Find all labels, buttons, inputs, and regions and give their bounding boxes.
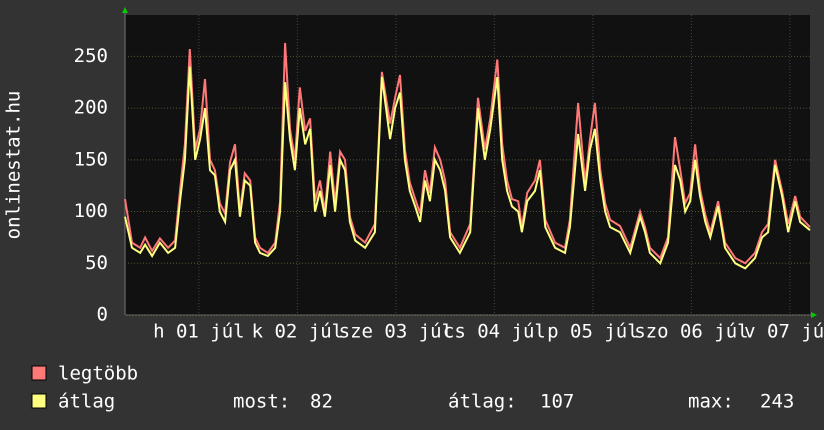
y-tick-label: 50: [85, 252, 108, 274]
y-tick-label: 100: [74, 200, 108, 222]
x-tick-label: k 02 júl: [252, 321, 344, 343]
x-tick-label: h 01 júl: [153, 321, 245, 343]
x-tick-label: cs 04 júl: [443, 321, 546, 343]
x-tick-label: p 05 júl: [547, 321, 639, 343]
legend-swatch: [31, 393, 47, 409]
legend-label: legtöbb: [58, 363, 138, 385]
y-tick-label: 0: [97, 304, 108, 326]
legend-swatch: [31, 365, 47, 381]
y-arrow: [122, 7, 128, 13]
x-tick-label: v 07 júl: [744, 321, 824, 343]
legend-label: átlag: [58, 391, 115, 413]
stat-label: max:: [688, 391, 734, 413]
y-tick-label: 200: [74, 97, 108, 119]
x-arrow: [811, 312, 817, 318]
series-line: [124, 66, 811, 270]
y-axis-label: onlinestat.hu: [3, 91, 25, 240]
y-tick-label: 250: [74, 45, 108, 67]
series-line: [124, 42, 811, 265]
stat-value: 243: [760, 391, 794, 413]
stat-label: most:: [233, 391, 290, 413]
x-tick-label: sze 03 júl: [339, 321, 453, 343]
x-tick-label: szo 06 júl: [634, 321, 748, 343]
y-tick-label: 150: [74, 148, 108, 170]
stat-label: átlag:: [448, 391, 517, 413]
stat-value: 107: [540, 391, 574, 413]
plot-area: [125, 15, 810, 315]
stat-value: 82: [310, 391, 333, 413]
